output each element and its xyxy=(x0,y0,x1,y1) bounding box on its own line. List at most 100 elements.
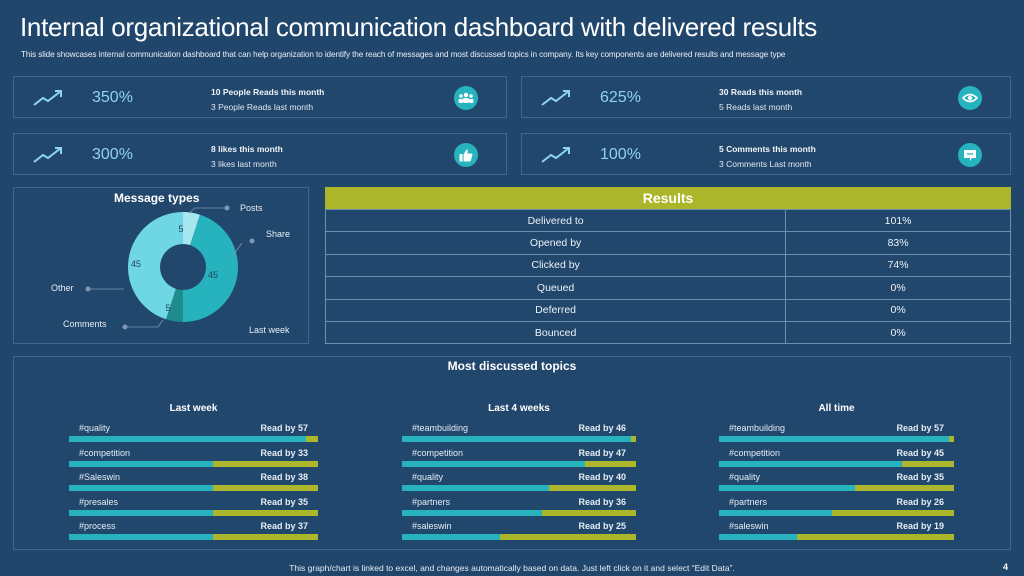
topic-progress-fill xyxy=(69,534,214,540)
topic-row: #teambuilding Read by 46 xyxy=(402,423,636,443)
trend-up-icon xyxy=(33,90,62,106)
period-label: Last week xyxy=(249,325,290,335)
topic-read-count: Read by 47 xyxy=(578,448,626,458)
message-types-title: Message types xyxy=(114,191,200,205)
topic-progress-bar xyxy=(719,534,954,540)
topic-read-count: Read by 26 xyxy=(896,497,944,507)
topic-progress-fill xyxy=(69,436,306,442)
topics-panel xyxy=(13,356,1011,550)
topic-progress-fill xyxy=(402,485,550,491)
result-value: 0% xyxy=(785,276,1011,300)
svg-text:45: 45 xyxy=(131,259,141,269)
result-value: 0% xyxy=(785,298,1011,322)
topic-tag: #Saleswin xyxy=(79,472,121,482)
kpi-previous: 5 Reads last month xyxy=(719,102,793,112)
legend-other: Other xyxy=(51,283,74,293)
topic-row: #quality Read by 35 xyxy=(719,472,954,492)
kpi-current: 10 People Reads this month xyxy=(211,87,325,97)
slice-other xyxy=(128,212,183,320)
topic-progress-bar xyxy=(402,510,636,516)
kpi-previous: 3 People Reads last month xyxy=(211,102,314,112)
topic-progress-fill xyxy=(719,534,797,540)
results-table: Results Delivered to 101% Opened by 83% Cl… xyxy=(324,187,1011,345)
trend-up-icon xyxy=(541,147,570,163)
topic-tag: #saleswin xyxy=(729,521,769,531)
table-row: Delivered to 101% xyxy=(324,208,1011,233)
topic-row: #competition Read by 45 xyxy=(719,448,954,468)
topic-row: #presales Read by 35 xyxy=(69,497,318,517)
table-row: Deferred 0% xyxy=(324,298,1011,322)
topic-tag: #saleswin xyxy=(412,521,452,531)
topic-progress-fill xyxy=(402,510,543,516)
topic-row: #Saleswin Read by 38 xyxy=(69,472,318,492)
result-value: 101% xyxy=(785,208,1011,233)
comment-icon xyxy=(958,143,982,167)
topic-progress-bar xyxy=(69,436,318,442)
topic-read-count: Read by 35 xyxy=(260,497,308,507)
topic-tag: #competition xyxy=(412,448,464,458)
topic-progress-bar xyxy=(402,485,636,491)
footer-note: This graph/chart is linked to excel, and… xyxy=(289,563,735,573)
result-label: Delivered to xyxy=(324,208,787,233)
table-row: Opened by 83% xyxy=(324,231,1011,255)
topic-row: #competition Read by 33 xyxy=(69,448,318,468)
message-types-panel xyxy=(13,187,309,344)
svg-text:5: 5 xyxy=(165,303,170,313)
topic-progress-fill xyxy=(69,510,214,516)
result-value: 0% xyxy=(785,320,1011,345)
topic-column-title: All time xyxy=(818,403,855,414)
trend-up-icon xyxy=(541,90,570,106)
trend-up-icon xyxy=(33,147,62,163)
legend-share: Share xyxy=(266,229,291,239)
kpi-percent: 625% xyxy=(600,89,641,106)
topic-column-title: Last 4 weeks xyxy=(488,403,550,414)
kpi-previous: 3 likes last month xyxy=(211,159,277,169)
kpi-current: 30 Reads this month xyxy=(719,87,803,97)
table-row: Clicked by 74% xyxy=(324,253,1011,278)
topic-read-count: Read by 40 xyxy=(578,472,626,482)
slice-comments xyxy=(166,288,183,322)
topic-read-count: Read by 45 xyxy=(896,448,944,458)
topic-tag: #quality xyxy=(79,423,111,433)
topic-progress-fill xyxy=(719,485,856,491)
topic-progress-fill xyxy=(402,461,585,467)
topic-progress-bar xyxy=(719,510,954,516)
topic-tag: #process xyxy=(79,521,116,531)
kpi-previous: 3 Comments Last month xyxy=(719,159,812,169)
result-label: Opened by xyxy=(324,231,787,255)
topic-progress-bar xyxy=(719,485,954,491)
page-subtitle: This slide showcases internal communicat… xyxy=(21,50,786,59)
topic-row: #saleswin Read by 19 xyxy=(719,521,954,541)
topic-tag: #partners xyxy=(412,497,451,507)
topic-read-count: Read by 33 xyxy=(260,448,308,458)
topic-progress-bar xyxy=(69,534,318,540)
slice-posts xyxy=(183,212,200,246)
kpi-percent: 100% xyxy=(600,146,641,163)
topic-progress-fill xyxy=(69,461,214,467)
result-label: Bounced xyxy=(324,320,787,345)
message-types-donut-chart: 5 45 5 45 xyxy=(85,205,255,330)
kpi-percent: 350% xyxy=(92,89,133,106)
legend-comments: Comments xyxy=(63,319,107,329)
page-title: Internal organizational communication da… xyxy=(20,12,818,42)
result-value: 74% xyxy=(785,253,1011,278)
topic-read-count: Read by 35 xyxy=(896,472,944,482)
topic-row: #partners Read by 36 xyxy=(402,497,636,517)
topic-read-count: Read by 19 xyxy=(896,521,944,531)
topic-column-title: Last week xyxy=(169,403,218,414)
topic-tag: #teambuilding xyxy=(412,423,469,433)
topic-progress-bar xyxy=(69,510,318,516)
topic-progress-bar xyxy=(69,485,318,491)
svg-text:5: 5 xyxy=(178,224,183,234)
topic-row: #process Read by 37 xyxy=(69,521,318,541)
topic-read-count: Read by 57 xyxy=(260,423,308,433)
topic-progress-bar xyxy=(69,461,318,467)
svg-text:45: 45 xyxy=(208,270,218,280)
topic-tag: #quality xyxy=(729,472,761,482)
topic-progress-bar xyxy=(719,461,954,467)
topic-row: #teambuilding Read by 57 xyxy=(719,423,954,443)
page-number: 4 xyxy=(1002,562,1008,572)
topic-tag: #presales xyxy=(79,497,119,507)
kpi-card-people-reads: 350% 10 People Reads this month 3 People… xyxy=(13,76,507,118)
topic-progress-fill xyxy=(719,436,950,442)
